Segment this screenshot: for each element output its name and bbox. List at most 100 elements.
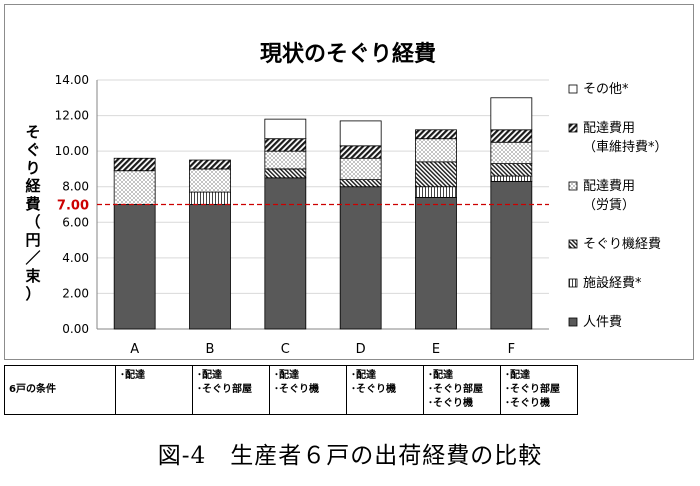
x-tick-label: F — [508, 342, 515, 357]
legend-label: 配達費用 — [583, 179, 635, 194]
y-tick-label: 12.00 — [55, 109, 89, 123]
gridlines — [96, 79, 549, 330]
bar-segment — [339, 145, 382, 159]
bar-segment — [264, 118, 307, 140]
chart-frame: 現状のそぐり経費 0.00 2.00 4.00 6.00 8.00 10.00 12.00 1… — [4, 4, 694, 360]
condition-line: ･そぐり部屋 — [428, 384, 483, 395]
bar-segment — [490, 175, 533, 182]
x-tick-label: A — [130, 342, 139, 357]
y-tick-label: 4.00 — [62, 251, 89, 265]
condition-line: ･そぐり機 — [351, 384, 396, 395]
bar-segment — [490, 141, 533, 164]
legend-swatch — [568, 239, 578, 249]
condition-line: ･そぐり機 — [274, 384, 319, 395]
reference-line: 7.00 — [57, 199, 549, 214]
bar-segment — [113, 157, 156, 172]
bar-segment — [189, 168, 231, 193]
condition-line: ･配達 — [120, 370, 145, 381]
chart-title: 現状のそぐり経費 — [260, 41, 436, 67]
bar-segment — [264, 177, 307, 330]
bar-segment — [490, 163, 533, 177]
bar-segment — [339, 120, 382, 147]
bar-segment — [415, 196, 457, 330]
legend-label: 人件費 — [583, 315, 622, 330]
y-axis-label-char: ぐ — [25, 141, 40, 159]
y-tick-label: 2.00 — [62, 286, 89, 300]
bar-segment — [415, 129, 457, 140]
bar-segment — [415, 161, 457, 188]
bar-segment — [264, 138, 307, 152]
x-tick-labels: A B C D E F — [130, 342, 515, 357]
y-axis-label-char: 費 — [25, 195, 40, 213]
condition-cell-c: ･配達 ･そぐり機 — [269, 365, 347, 415]
legend-label: （車維持費*） — [583, 140, 668, 155]
legend-swatch — [568, 317, 578, 327]
bar-segment — [490, 129, 533, 143]
condition-cell-e: ･配達 ･そぐり部屋 ･そぐり機 — [423, 365, 501, 415]
bar-segment — [264, 150, 307, 170]
legend-label: その他* — [583, 82, 629, 97]
bar-segment — [339, 157, 382, 180]
legend-swatch — [568, 123, 578, 133]
stacked-bar-chart: 現状のそぐり経費 0.00 2.00 4.00 6.00 8.00 10.00 12.00 1… — [25, 41, 668, 357]
bar-segment — [415, 186, 457, 198]
bar-segment — [339, 186, 382, 330]
conditions-table: 6戸の条件 ･配達 ･配達 ･そぐり部屋 ･配達 ･そぐり機 ･配達 ･そぐり機… — [4, 365, 578, 415]
y-axis-label-char: 円 — [25, 231, 40, 249]
bar-segment — [415, 138, 457, 163]
bar-series — [113, 97, 533, 330]
x-tick-label: D — [356, 342, 366, 357]
legend-label: そぐり機経費 — [583, 237, 661, 252]
condition-cell-b: ･配達 ･そぐり部屋 — [192, 365, 270, 415]
y-axis-label: そぐり経費（円／束） — [25, 123, 41, 303]
conditions-header: 6戸の条件 — [4, 365, 116, 415]
condition-line: ･配達 — [351, 370, 376, 381]
condition-line: ･配達 — [274, 370, 299, 381]
legend-label: （労賃） — [583, 198, 635, 213]
condition-line: ･配達 — [197, 370, 222, 381]
y-tick-label: 6.00 — [62, 215, 89, 229]
y-tick-label: 8.00 — [62, 180, 89, 194]
condition-line: ･そぐり部屋 — [197, 384, 252, 395]
condition-cell-f: ･配達 ･そぐり部屋 ･そぐり機 — [500, 365, 578, 415]
condition-line: ･配達 — [428, 370, 453, 381]
y-axis-label-char: 経 — [25, 177, 41, 195]
bar-segment — [113, 170, 156, 205]
condition-line: ･そぐり部屋 — [505, 384, 560, 395]
bar-segment — [113, 204, 156, 330]
bar-segment — [189, 191, 231, 205]
bar-segment — [189, 204, 231, 330]
condition-cell-a: ･配達 — [115, 365, 193, 415]
y-axis-label-char: 束 — [25, 267, 41, 285]
condition-line: ･配達 — [505, 370, 530, 381]
y-tick-label: 14.00 — [55, 73, 89, 87]
bar-segment — [189, 159, 231, 170]
reference-line-label: 7.00 — [57, 199, 89, 214]
condition-line: ･そぐり機 — [505, 398, 550, 409]
bar-segment — [264, 168, 307, 179]
bar-segment — [490, 180, 533, 330]
figure-caption: 図-4 生産者６戸の出荷経費の比較 — [157, 443, 543, 469]
y-tick-labels: 0.00 2.00 4.00 6.00 8.00 10.00 12.00 14.00 — [55, 73, 89, 336]
y-axis-label-char: り — [25, 159, 40, 177]
bar-segment — [339, 179, 382, 188]
y-axis-label-char: そ — [25, 123, 40, 141]
condition-cell-d: ･配達 ･そぐり機 — [346, 365, 424, 415]
condition-line: ･そぐり機 — [428, 398, 473, 409]
legend-swatch — [568, 181, 578, 191]
x-tick-label: B — [206, 342, 215, 357]
conditions-row: 6戸の条件 ･配達 ･配達 ･そぐり部屋 ･配達 ･そぐり機 ･配達 ･そぐり機… — [4, 365, 578, 415]
legend-label: 配達費用 — [583, 121, 635, 136]
y-axis-label-char: ） — [25, 285, 40, 303]
y-tick-label: 10.00 — [55, 144, 89, 158]
y-axis-label-char: ／ — [25, 249, 40, 267]
legend-swatch — [568, 278, 578, 288]
x-tick-label: C — [281, 342, 290, 357]
legend-swatch — [568, 84, 578, 94]
legend-label: 施設経費* — [583, 275, 642, 291]
x-tick-label: E — [432, 342, 440, 357]
y-axis-label-char: （ — [25, 213, 40, 231]
y-tick-label: 0.00 — [62, 322, 89, 336]
bar-segment — [490, 97, 533, 131]
